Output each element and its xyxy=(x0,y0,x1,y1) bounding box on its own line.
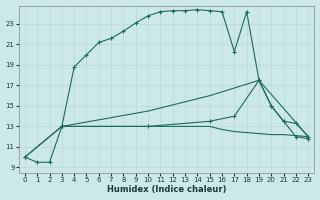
X-axis label: Humidex (Indice chaleur): Humidex (Indice chaleur) xyxy=(107,185,226,194)
